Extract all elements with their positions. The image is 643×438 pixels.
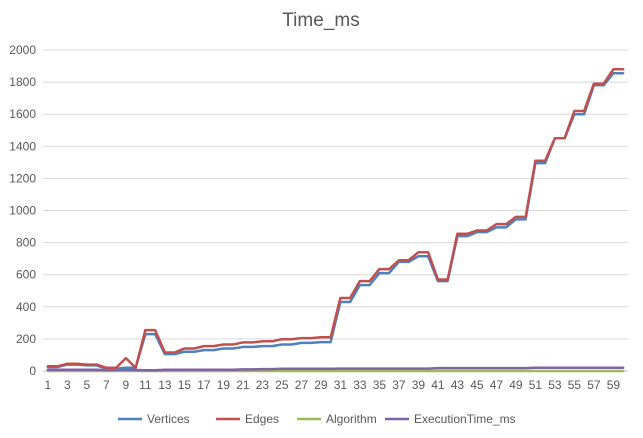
x-tick-label: 1 [45, 378, 52, 392]
x-tick-labels: 1 3 5 7 9 11 13 15 17 19 21 23 25 27 29 31 33 35 37 39 41 43 4… [45, 378, 621, 392]
x-tick-label: 9 [123, 378, 130, 392]
x-tick-label: 29 [314, 378, 328, 392]
x-tick-label: 43 [451, 378, 465, 392]
x-tick-label: 27 [295, 378, 309, 392]
x-tick-label: 51 [529, 378, 543, 392]
x-tick-label: 57 [587, 378, 601, 392]
x-tick-label: 37 [392, 378, 406, 392]
legend-label: Vertices [147, 412, 190, 426]
y-tick-label: 400 [16, 300, 36, 314]
x-tick-label: 41 [431, 378, 445, 392]
x-tick-label: 33 [353, 378, 367, 392]
x-tick-label: 15 [178, 378, 192, 392]
legend-label: Algorithm [326, 412, 377, 426]
series-line-executiontime-ms [46, 366, 625, 372]
x-tick-label: 19 [217, 378, 231, 392]
x-tick-label: 53 [548, 378, 562, 392]
y-tick-label: 1800 [9, 75, 36, 89]
y-tick-label: 1000 [9, 204, 36, 218]
series-line-vertices [46, 72, 625, 370]
y-tick-label: 1400 [9, 139, 36, 153]
y-tick-label: 200 [16, 332, 36, 346]
x-tick-label: 49 [509, 378, 523, 392]
x-tick-label: 35 [373, 378, 387, 392]
legend-label: Edges [245, 412, 279, 426]
x-tick-label: 45 [470, 378, 484, 392]
legend-label: ExecutionTime_ms [414, 412, 516, 426]
series-lines [46, 68, 625, 373]
y-tick-label: 600 [16, 268, 36, 282]
legend: Vertices Edges Algorithm ExecutionTime_ms [118, 412, 516, 426]
x-tick-label: 7 [103, 378, 110, 392]
x-tick-label: 17 [197, 378, 211, 392]
y-tick-label: 0 [29, 364, 36, 378]
x-tick-label: 31 [334, 378, 348, 392]
series-line-edges [46, 68, 625, 370]
x-tick-label: 39 [412, 378, 426, 392]
y-tick-label: 800 [16, 236, 36, 250]
x-tick-label: 59 [607, 378, 621, 392]
x-tick-label: 21 [236, 378, 250, 392]
x-tick-label: 5 [84, 378, 91, 392]
chart-title: Time_ms [282, 10, 359, 31]
x-tick-label: 47 [490, 378, 504, 392]
y-tick-labels: 0 200 400 600 800 1000 1200 1400 1600 1800 2000 [9, 43, 36, 378]
x-tick-label: 55 [568, 378, 582, 392]
x-tick-label: 3 [64, 378, 71, 392]
x-tick-label: 23 [256, 378, 270, 392]
y-tick-label: 1600 [9, 107, 36, 121]
x-tick-label: 11 [139, 378, 152, 392]
y-tick-label: 2000 [9, 43, 36, 57]
grid-lines [43, 49, 628, 372]
x-tick-label: 25 [275, 378, 289, 392]
x-tick-label: 13 [158, 378, 172, 392]
y-tick-label: 1200 [9, 171, 36, 185]
